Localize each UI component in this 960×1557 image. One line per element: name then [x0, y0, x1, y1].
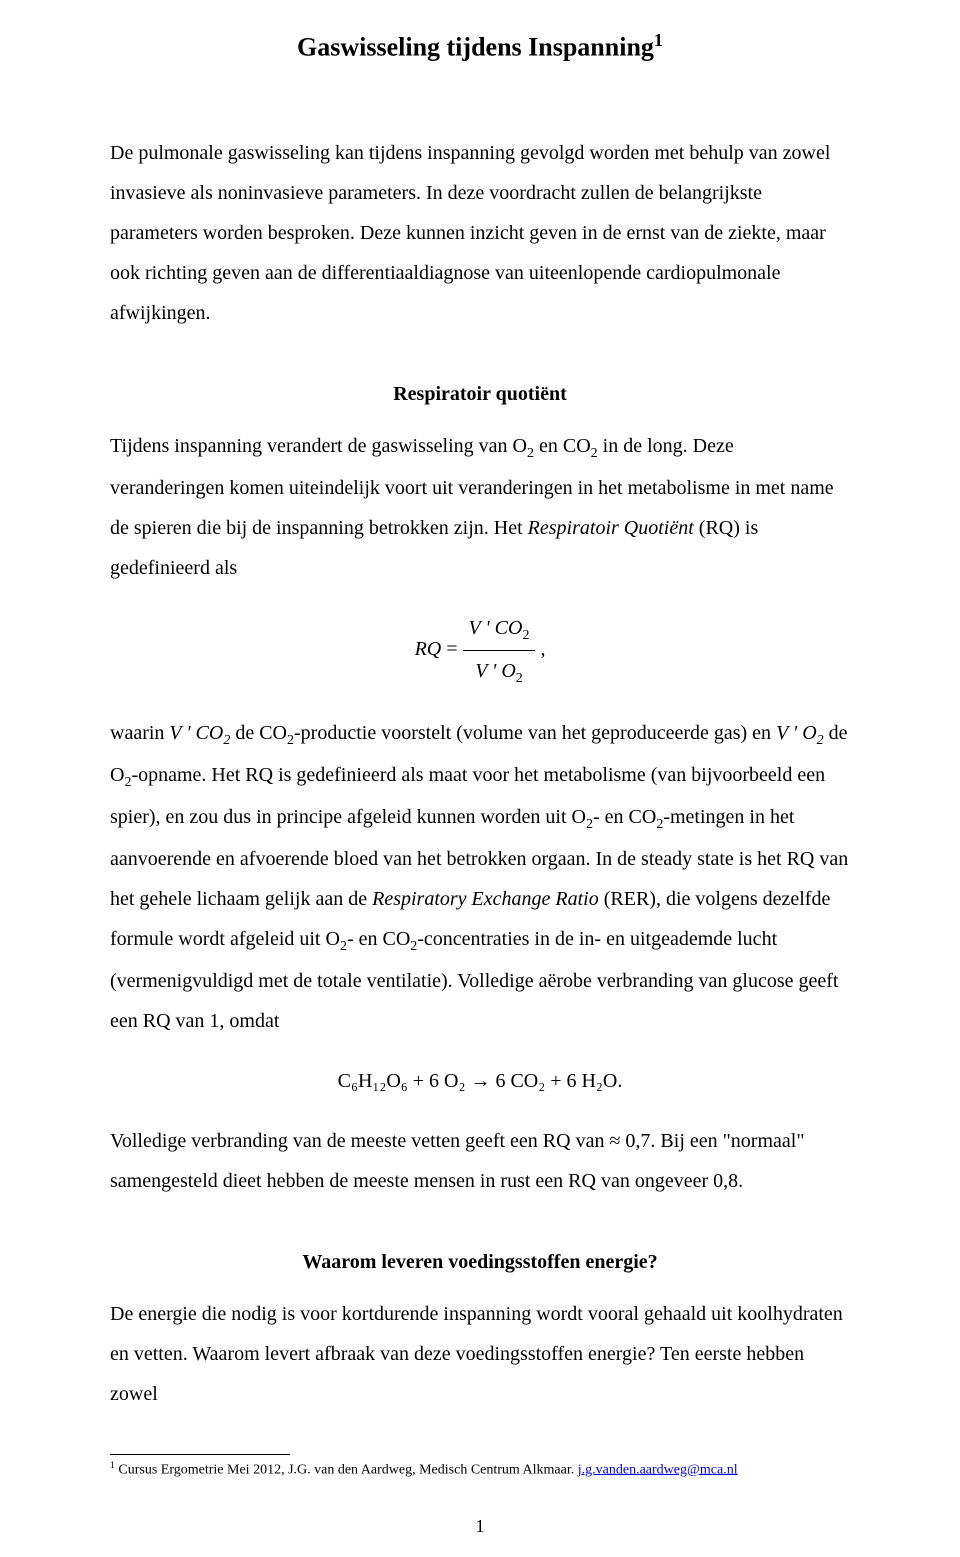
section2-heading: Waarom leveren voedingsstoffen energie? — [110, 1251, 850, 1274]
intro-paragraph: De pulmonale gaswisseling kan tijdens in… — [110, 133, 850, 333]
eq-equals: = — [441, 638, 462, 660]
eq-numerator: V ' CO2 — [463, 608, 536, 651]
subscript: 2 — [340, 939, 347, 954]
text-run: V ' O — [475, 660, 516, 682]
text-run: V ' O — [776, 722, 817, 744]
text-run: en CO — [534, 435, 591, 457]
eq-tail: , — [535, 638, 545, 660]
subscript: 2 — [591, 446, 598, 461]
term-vo2: V ' O2 — [776, 722, 824, 744]
subscript: 2 — [516, 671, 523, 686]
term-vco2: V ' CO2 — [169, 722, 230, 744]
footnote-separator — [110, 1454, 290, 1455]
section1-paragraph1: Tijdens inspanning verandert de gaswisse… — [110, 426, 850, 588]
text-run: waarin — [110, 722, 169, 744]
text-run: - en CO — [347, 928, 410, 950]
page-title: Gaswisseling tijdens Inspanning1 — [110, 30, 850, 63]
section1-heading: Respiratoir quotiënt — [110, 383, 850, 406]
subscript: 2 — [527, 446, 534, 461]
section1-paragraph3: Volledige verbranding van de meeste vett… — [110, 1121, 850, 1201]
subscript: 2 — [586, 817, 593, 832]
text-run: V ' CO — [169, 722, 223, 744]
footnote-text: Cursus Ergometrie Mei 2012, J.G. van den… — [115, 1462, 578, 1477]
text-run: -productie voorstelt (volume van het gep… — [294, 722, 776, 744]
subscript: 2 — [817, 733, 824, 748]
subscript: 2 — [287, 733, 294, 748]
text-run: Tijdens inspanning verandert de gaswisse… — [110, 435, 527, 457]
section2-paragraph1: De energie die nodig is voor kortdurende… — [110, 1294, 850, 1414]
title-text: Gaswisseling tijdens Inspanning — [297, 33, 654, 62]
page-number: 1 — [0, 1516, 960, 1537]
text-run: V ' CO — [469, 617, 523, 639]
equation-glucose: C₆H₁₂O₆ + 6 O₂ → 6 CO₂ + 6 H₂O. — [110, 1061, 850, 1101]
eq-fraction: V ' CO2 V ' O2 — [463, 608, 536, 693]
section1-paragraph2: waarin V ' CO2 de CO2-productie voorstel… — [110, 713, 850, 1041]
footnote: 1 Cursus Ergometrie Mei 2012, J.G. van d… — [110, 1459, 850, 1480]
subscript: 2 — [522, 628, 529, 643]
footnote-email-link[interactable]: j.g.vanden.aardweg@mca.nl — [578, 1462, 738, 1477]
eq-denominator: V ' O2 — [463, 651, 536, 693]
eq-lhs: RQ — [415, 638, 442, 660]
equation-rq: RQ = V ' CO2 V ' O2 , — [110, 608, 850, 693]
text-run: de CO — [230, 722, 287, 744]
document-page: Gaswisseling tijdens Inspanning1 De pulm… — [0, 0, 960, 1557]
term-italic: Respiratoir Quotiënt — [528, 517, 694, 539]
title-footnote-mark: 1 — [654, 30, 663, 50]
term-italic: Respiratory Exchange Ratio — [372, 888, 599, 910]
text-run: - en CO — [593, 806, 656, 828]
